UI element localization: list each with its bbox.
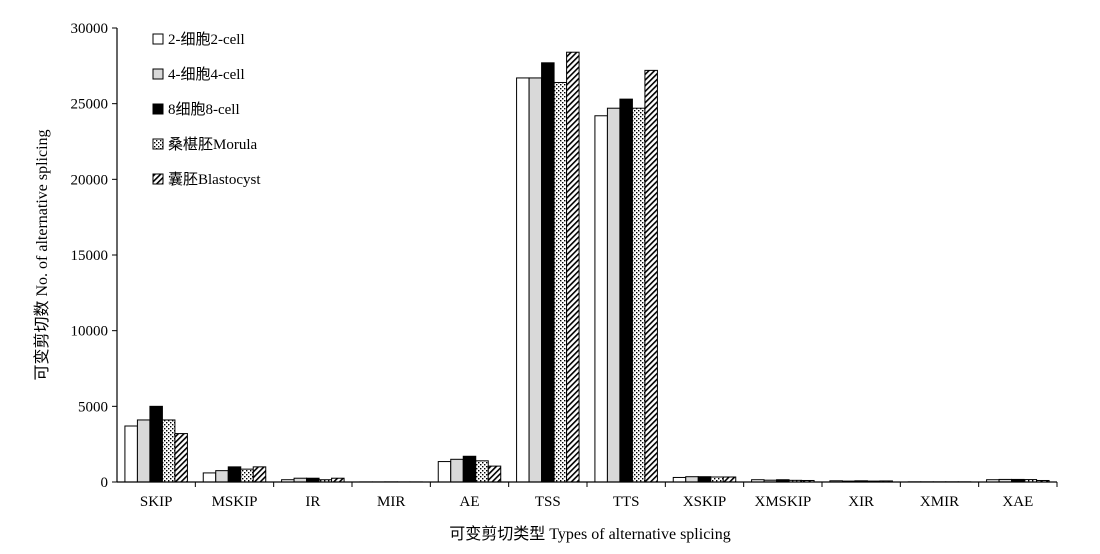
x-tick-label: SKIP (140, 494, 173, 510)
y-tick-label: 15000 (71, 248, 109, 264)
legend-label-series-5: 囊胚Blastocyst (168, 171, 261, 188)
legend-swatch-series-5 (152, 173, 164, 185)
bar-ae-series-3 (462, 455, 477, 483)
bar-tss-series-5 (566, 51, 580, 483)
legend: 2-细胞2-cell 4-细胞4-cell 8细胞8-cell 桑椹胚Morula 囊胚… (152, 31, 261, 188)
bar-skip-series-1 (124, 425, 138, 483)
bar-xskip-series-1 (672, 476, 687, 483)
bar-ae-series-1 (437, 461, 452, 483)
bar-xskip-series-4 (710, 476, 724, 483)
x-tick-label: XAE (1002, 494, 1033, 510)
bar-ae-series-2 (450, 458, 464, 483)
x-tick-label: AE (460, 494, 480, 510)
legend-swatch-series-3 (152, 103, 164, 115)
x-tick-label: IR (305, 494, 320, 510)
x-tick-label: MIR (377, 494, 405, 510)
legend-label-series-3: 8细胞8-cell (168, 101, 240, 118)
legend-label-series-2: 4-细胞4-cell (168, 66, 245, 83)
legend-swatch-series-4 (152, 138, 164, 150)
bar-mskip-series-3 (227, 466, 242, 483)
axes: SKIP MSKIP IR MIR AE TSS TTS XSKIP XMSKIP XIR XMIR… (71, 21, 1058, 510)
bar-tts-series-4 (631, 107, 646, 483)
x-tick-label: XMSKIP (754, 494, 811, 510)
bar-ae-series-5 (487, 465, 502, 483)
x-tick-label: MSKIP (212, 494, 258, 510)
bar-tts-series-2 (606, 107, 621, 483)
y-tick-label: 5000 (78, 399, 108, 415)
y-tick-label: 25000 (71, 97, 109, 113)
bar-tss-series-2 (528, 77, 543, 483)
legend-label-series-4: 桑椹胚Morula (168, 136, 258, 153)
y-tick-label: 20000 (71, 172, 109, 188)
plot-area (124, 51, 1050, 483)
y-tick-label: 30000 (71, 21, 109, 37)
bar-tts-series-3 (619, 98, 633, 483)
legend-swatch-series-2 (152, 68, 164, 80)
bar-skip-series-4 (161, 419, 176, 483)
x-tick-label: TTS (613, 494, 640, 510)
bar-mskip-series-2 (215, 470, 229, 483)
x-tick-label: XMIR (920, 494, 959, 510)
bar-skip-series-2 (136, 419, 151, 483)
bar-mskip-series-1 (202, 472, 217, 483)
legend-label-series-1: 2-细胞2-cell (168, 31, 245, 48)
y-tick-label: 0 (101, 475, 109, 491)
bar-xskip-series-2 (685, 476, 699, 483)
y-tick-label: 10000 (71, 324, 109, 340)
bar-tss-series-4 (553, 81, 568, 483)
x-axis-title: 可变剪切类型 Types of alternative splicing (449, 525, 731, 543)
bar-tss-series-3 (541, 62, 555, 483)
x-tick-label: TSS (535, 494, 561, 510)
x-tick-label: XSKIP (683, 494, 726, 510)
bar-tss-series-1 (516, 77, 530, 483)
legend-swatch-series-1 (152, 33, 164, 45)
bar-ae-series-4 (475, 460, 489, 483)
bar-mskip-series-5 (252, 466, 267, 483)
x-tick-label: XIR (848, 494, 874, 510)
y-axis-title: 可变剪切数 No. of alternative splicing (33, 129, 51, 380)
bar-mskip-series-4 (240, 468, 254, 483)
bar-xskip-series-3 (697, 476, 712, 483)
bar-skip-series-3 (149, 405, 163, 483)
bar-xskip-series-5 (722, 476, 737, 483)
bar-tts-series-1 (594, 115, 608, 483)
bar-tts-series-5 (644, 69, 658, 483)
bar-skip-series-5 (174, 433, 188, 483)
